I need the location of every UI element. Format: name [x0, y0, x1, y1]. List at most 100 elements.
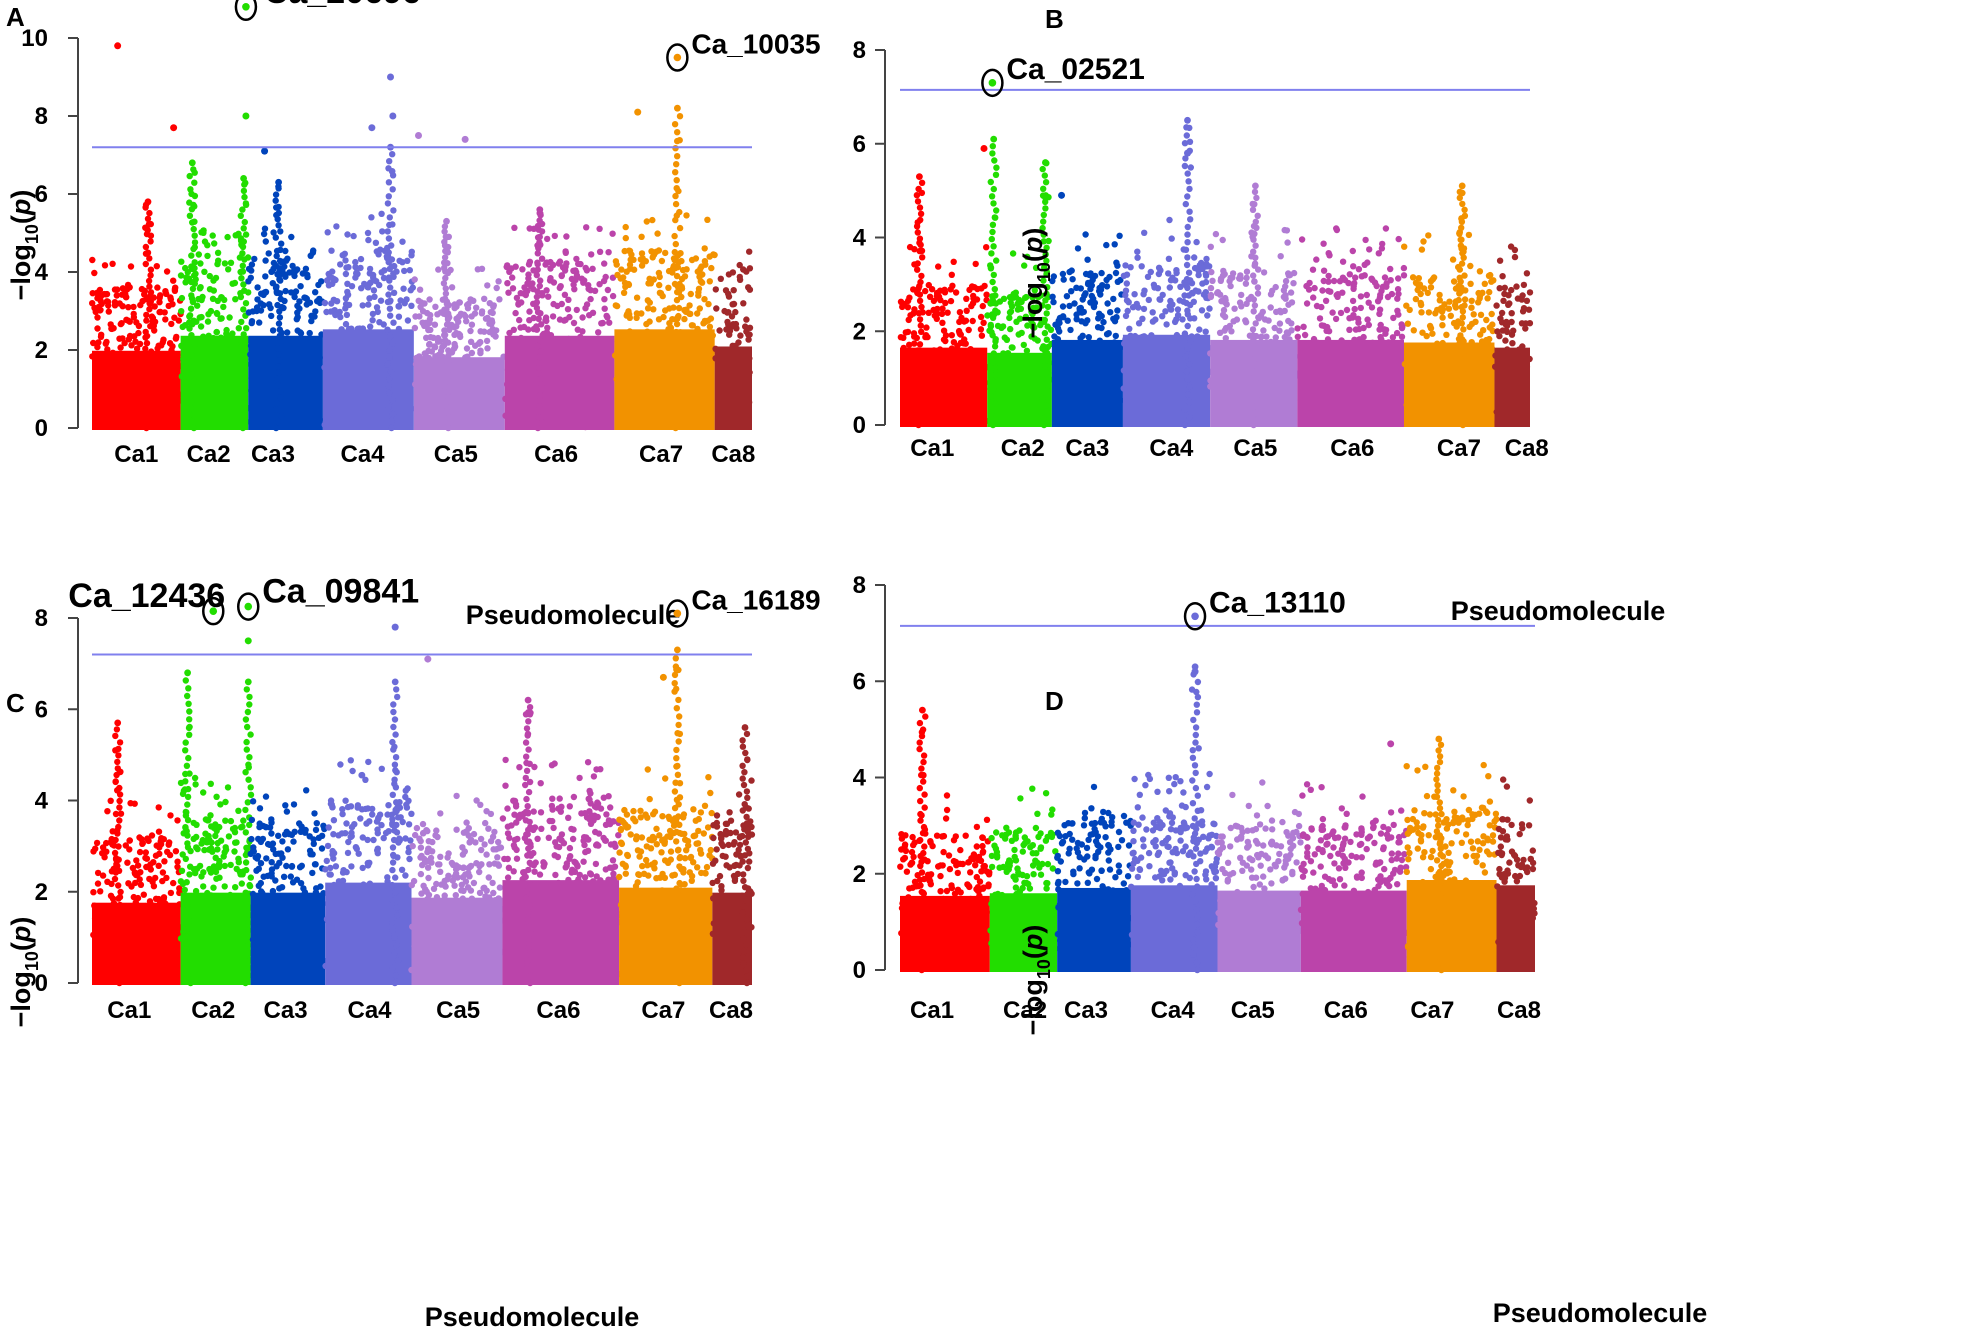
snp-point	[388, 263, 395, 270]
snp-point	[1438, 308, 1446, 315]
snp-point	[114, 758, 121, 766]
snp-point	[592, 860, 600, 868]
snp-point	[567, 853, 574, 860]
snp-point	[1267, 291, 1275, 298]
snp-point	[524, 696, 532, 704]
snp-point	[1460, 248, 1467, 255]
snp-density-band	[411, 897, 503, 985]
snp-point	[522, 774, 529, 782]
snp-point	[523, 753, 530, 760]
snp-point	[605, 249, 612, 256]
snp-point	[283, 862, 290, 870]
snp-point	[1285, 301, 1292, 308]
snp-point	[441, 295, 449, 302]
snp-point	[965, 326, 972, 334]
snp-point	[386, 375, 393, 383]
snp-point	[393, 829, 401, 836]
snp-point	[241, 287, 248, 294]
snp-point	[272, 197, 279, 204]
snp-point	[1184, 239, 1191, 246]
snp-point	[906, 294, 913, 301]
snp-point	[147, 238, 154, 245]
snp-point	[1073, 284, 1080, 291]
snp-point	[1167, 297, 1174, 305]
snp-point	[623, 312, 630, 319]
snp-point	[582, 834, 590, 841]
snp-point	[1191, 254, 1198, 261]
snp-point	[159, 869, 167, 876]
snp-point	[235, 325, 242, 332]
snp-point	[914, 198, 922, 205]
snp-point	[385, 165, 392, 172]
snp-point	[1251, 188, 1259, 196]
snp-point	[1276, 320, 1284, 327]
snp-point	[117, 344, 124, 351]
snp-point	[318, 278, 325, 285]
snp-point	[899, 303, 906, 311]
snp-point	[184, 832, 191, 839]
snp-point	[98, 300, 106, 308]
snp-point	[185, 754, 192, 762]
snp-point	[186, 319, 193, 326]
snp-point	[508, 822, 515, 829]
snp-point	[1507, 243, 1515, 250]
snp-point	[441, 331, 449, 339]
snp-point	[112, 810, 120, 818]
snp-point	[136, 848, 144, 856]
snp-point	[980, 319, 987, 326]
snp-point	[562, 263, 569, 270]
snp-point	[167, 296, 175, 303]
snp-point	[977, 313, 985, 321]
snp-point	[237, 268, 244, 276]
snp-point	[599, 319, 606, 327]
snp-point	[441, 238, 448, 246]
snp-point	[367, 323, 374, 330]
snp-point	[441, 337, 449, 344]
snp-point	[993, 207, 1000, 214]
snp-point	[276, 332, 283, 340]
snp-point	[475, 340, 483, 347]
snp-point	[400, 285, 407, 292]
snp-point	[142, 204, 149, 211]
snp-point	[288, 289, 295, 296]
snp-point	[522, 739, 530, 746]
x-axis-title: Pseudomolecule	[1451, 596, 1666, 626]
snp-point	[116, 979, 123, 987]
snp-point	[1458, 403, 1465, 411]
snp-point	[115, 966, 123, 974]
snp-point	[220, 303, 227, 311]
snp-point	[1078, 318, 1085, 325]
snp-point	[544, 324, 551, 331]
snp-point	[337, 261, 344, 268]
snp-point	[89, 300, 96, 307]
snp-point	[242, 897, 249, 904]
snp-point	[187, 365, 194, 372]
snp-point	[98, 331, 105, 338]
snp-point	[1183, 132, 1191, 139]
snp-point	[282, 802, 289, 809]
snp-point	[183, 956, 190, 963]
snp-point	[533, 299, 541, 306]
snp-point	[186, 212, 194, 219]
snp-point	[1162, 308, 1169, 315]
snp-point	[374, 830, 381, 837]
snp-point	[604, 314, 611, 321]
snp-point	[389, 791, 396, 798]
snp-point	[694, 310, 701, 317]
snp-point	[1253, 380, 1260, 387]
snp-point	[522, 817, 530, 824]
snp-point	[1424, 289, 1432, 297]
snp-point	[1056, 319, 1063, 327]
snp-point	[371, 293, 378, 300]
snp-point	[1135, 320, 1143, 327]
snp-point	[1346, 315, 1353, 322]
snp-point	[1250, 248, 1257, 255]
snp-point	[1412, 295, 1420, 303]
snp-point	[146, 255, 153, 262]
snp-point	[376, 281, 383, 289]
snp-point	[425, 838, 432, 845]
snp-point	[243, 738, 250, 746]
snp-point	[1467, 280, 1474, 287]
snp-point	[1382, 225, 1390, 232]
snp-point	[530, 808, 537, 815]
